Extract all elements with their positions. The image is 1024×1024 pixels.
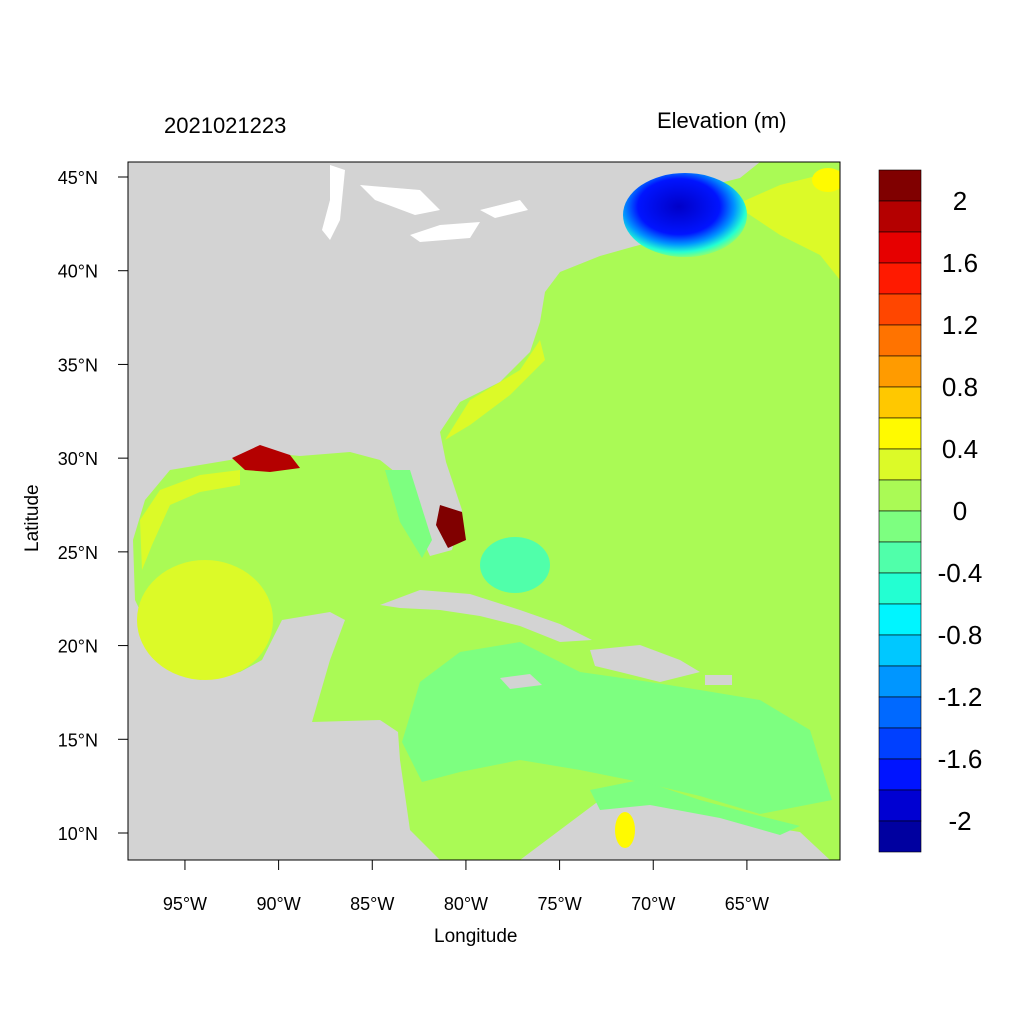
colorbar-swatch [878, 789, 922, 822]
colorbar-swatch [878, 634, 922, 667]
x-tick-label: 90°W [256, 894, 300, 914]
nova-scotia-high [735, 170, 840, 280]
x-tick-label: 95°W [163, 894, 207, 914]
colorbar-swatch [878, 262, 922, 295]
colorbar-swatch [878, 479, 922, 512]
colorbar-swatch [878, 200, 922, 233]
colorbar-label: -0.4 [938, 558, 983, 588]
plot-frame [127, 161, 841, 861]
x-tick-label: 70°W [631, 894, 675, 914]
colorbar-swatch [878, 820, 922, 853]
timestamp-title: 2021021223 [164, 113, 287, 138]
colorbar-label: -0.8 [938, 620, 983, 650]
y-axis: 45°N 40°N 35°N 30°N 25°N 20°N 15°N 10°N [58, 168, 128, 844]
jamaica [500, 674, 542, 689]
variable-title: Elevation (m) [657, 108, 787, 133]
colorbar-label: -1.6 [938, 744, 983, 774]
colorbar-label: -2 [948, 806, 971, 836]
y-tick-label: 30°N [58, 449, 98, 469]
y-tick-label: 40°N [58, 262, 98, 282]
colorbar-swatch [878, 324, 922, 357]
colorbar-label: 2 [953, 186, 967, 216]
y-tick-label: 45°N [58, 168, 98, 188]
colorbar-swatch [878, 448, 922, 481]
y-tick-label: 15°N [58, 730, 98, 750]
colorbar-swatch [878, 510, 922, 543]
texas-coast-high [140, 470, 240, 570]
colorbar-label: 0.8 [942, 372, 978, 402]
colorbar-label: 0.4 [942, 434, 978, 464]
y-tick-label: 10°N [58, 824, 98, 844]
cuba [380, 590, 592, 642]
colorbar-label: -1.2 [938, 682, 983, 712]
carolina-coast-high [445, 340, 545, 440]
map-area [128, 162, 840, 860]
east-corner-high [812, 168, 840, 192]
colorbar-swatch [878, 541, 922, 574]
x-tick-label: 65°W [725, 894, 769, 914]
gulf-coast-high [232, 445, 300, 472]
colorbar-swatch [878, 231, 922, 264]
maracaibo-high [615, 812, 635, 848]
colorbar-swatch [878, 355, 922, 388]
florida-tip-high [436, 505, 466, 548]
x-axis-label: Longitude [434, 926, 518, 947]
colorbar-swatch [878, 386, 922, 419]
great-lakes [322, 165, 528, 242]
colorbar-swatch [878, 169, 922, 202]
colorbar-label: 0 [953, 496, 967, 526]
west-gulf-high [137, 560, 273, 680]
x-tick-label: 75°W [537, 894, 581, 914]
x-tick-label: 85°W [350, 894, 394, 914]
colorbar-swatch [878, 665, 922, 698]
colorbar-swatch [878, 293, 922, 326]
colorbar-swatch [878, 417, 922, 450]
colorbar-label: 1.6 [942, 248, 978, 278]
colorbar-label: 1.2 [942, 310, 978, 340]
south-america-coast-low [590, 780, 800, 835]
colorbar-swatch [878, 572, 922, 605]
colorbar-swatch [878, 758, 922, 791]
hispaniola [590, 645, 700, 682]
colorbar-swatch [878, 727, 922, 760]
colorbar-swatch [878, 696, 922, 729]
gulf-of-maine-low [623, 173, 747, 257]
x-tick-label: 80°W [444, 894, 488, 914]
puerto-rico [705, 675, 732, 685]
bahamas-low [480, 537, 550, 593]
colorbar: 2 1.6 1.2 0.8 0.4 0 -0.4 -0.8 -1.2 -1.6 -2 [878, 169, 983, 853]
y-tick-label: 35°N [58, 355, 98, 375]
x-axis: 95°W 90°W 85°W 80°W 75°W 70°W 65°W [163, 860, 769, 914]
y-tick-label: 20°N [58, 637, 98, 657]
florida-shelf-low [385, 470, 432, 558]
colorbar-swatch [878, 603, 922, 636]
y-tick-label: 25°N [58, 543, 98, 563]
